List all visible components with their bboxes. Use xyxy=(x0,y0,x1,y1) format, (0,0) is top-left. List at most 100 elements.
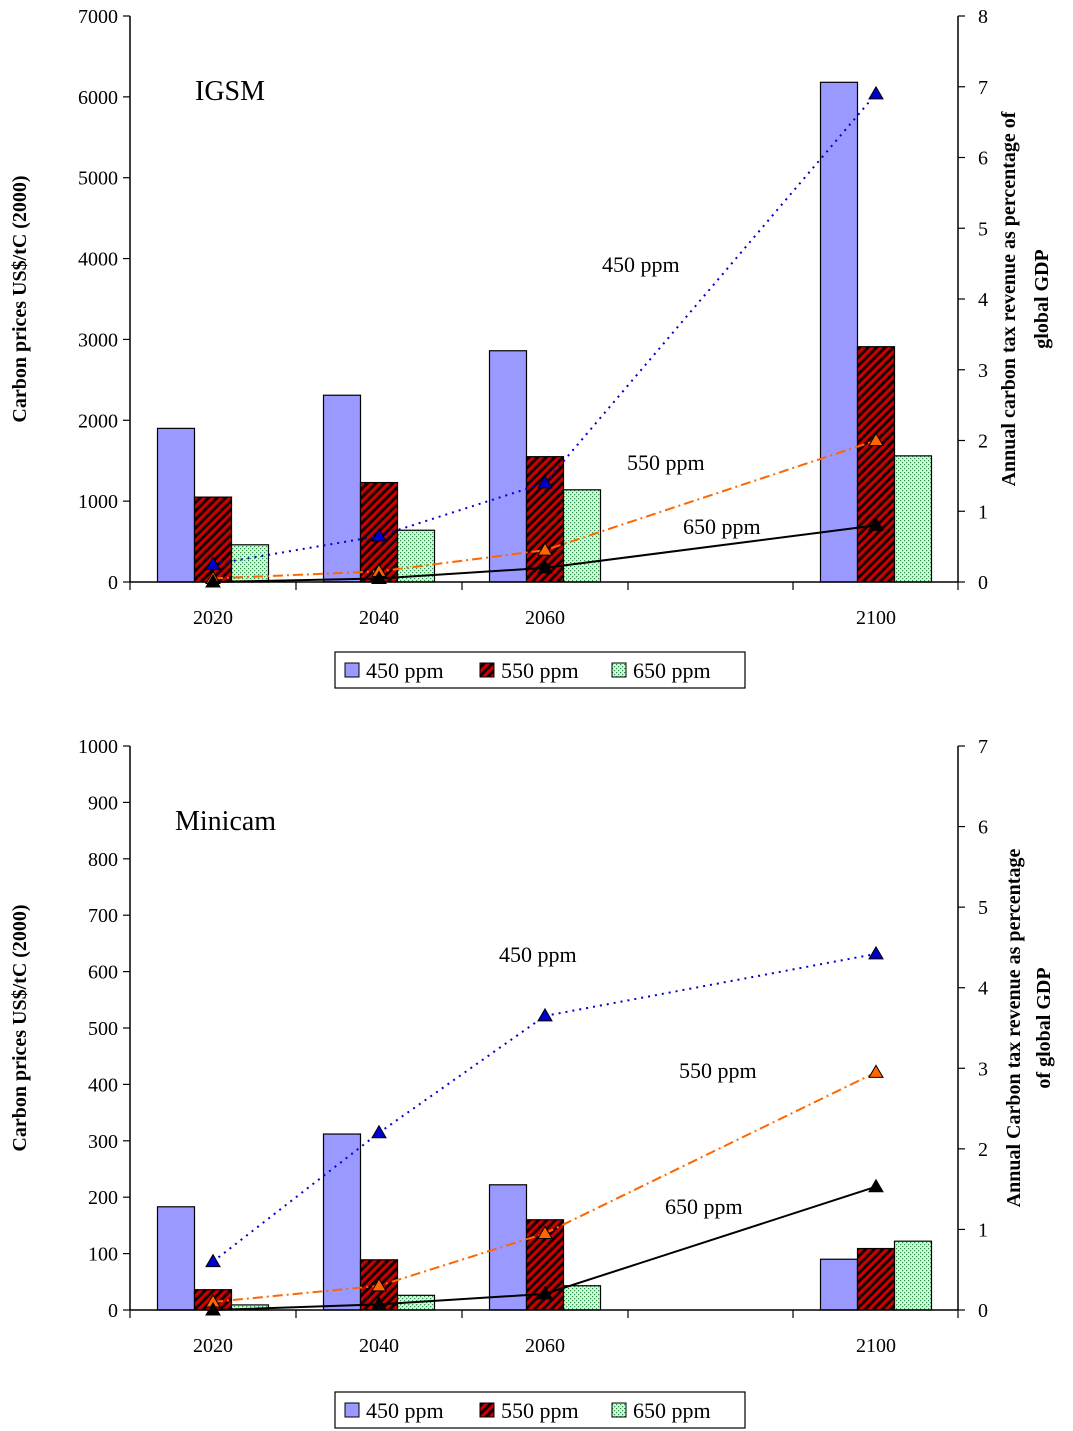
y2-tick-label: 3 xyxy=(978,360,988,382)
line-650-ppm xyxy=(212,1185,877,1311)
bar-450-ppm-2020 xyxy=(156,1206,196,1311)
legend-swatch-650-ppm xyxy=(611,662,627,678)
panel-title: IGSM xyxy=(195,76,265,107)
x-tick-label: 2040 xyxy=(359,1335,399,1357)
y2-tick-label: 0 xyxy=(978,572,988,594)
marker-650-ppm-2040 xyxy=(371,570,387,584)
y-tick-label: 1000 xyxy=(78,491,118,513)
marker-650-ppm-2040 xyxy=(371,1296,387,1310)
y-tick-label: 300 xyxy=(88,1131,118,1153)
line-650-ppm xyxy=(212,524,877,583)
chart-panel-1: 0 1000 2000 3000 4000 5000 6000 7000 0 1 2 3 4 5 6 7 8 20… xyxy=(9,6,1053,689)
y-tick-label: 500 xyxy=(88,1018,118,1040)
y2-tick-label: 6 xyxy=(978,817,988,839)
legend-box xyxy=(334,1391,746,1429)
y2-tick-label: 1 xyxy=(978,1219,988,1241)
marker-450-ppm-2100 xyxy=(868,85,884,100)
bar-650-ppm-2100 xyxy=(893,455,933,583)
x-tick-label: 2100 xyxy=(856,1335,896,1357)
y-tick-label: 900 xyxy=(88,792,118,814)
y-tick-label: 1000 xyxy=(78,736,118,758)
marker-450-ppm-2040 xyxy=(371,528,387,542)
line-annotation: 650 ppm xyxy=(683,514,761,539)
marker-450-ppm-2040 xyxy=(371,1124,387,1139)
legend-label: 650 ppm xyxy=(633,1398,711,1423)
line-annotation: 650 ppm xyxy=(665,1194,743,1219)
legend-swatch-450-ppm xyxy=(344,1402,360,1418)
bar-450-ppm-2100 xyxy=(819,1258,859,1311)
marker-550-ppm-2100 xyxy=(868,1064,884,1078)
marker-550-ppm-2040 xyxy=(371,1277,387,1292)
legend-label: 450 ppm xyxy=(366,1398,444,1423)
marker-650-ppm-2020 xyxy=(205,574,221,588)
marker-550-ppm-2060 xyxy=(537,1225,553,1239)
legend-swatch-550-ppm xyxy=(479,662,495,678)
legend-label: 650 ppm xyxy=(633,658,711,683)
y2-tick-label: 1 xyxy=(978,501,988,523)
bar-650-ppm-2100 xyxy=(893,1240,933,1311)
legend-swatch-450-ppm xyxy=(344,662,360,678)
panel-title: Minicam xyxy=(175,806,276,837)
marker-550-ppm-2060 xyxy=(537,542,553,556)
marker-450-ppm-2100 xyxy=(868,945,884,960)
y2-tick-label: 5 xyxy=(978,218,988,240)
y-tick-label: 100 xyxy=(88,1244,118,1266)
y2-axis-label: of global GDP xyxy=(1033,967,1055,1088)
legend-label: 550 ppm xyxy=(501,658,579,683)
y-axis-label: Carbon prices US$/tC (2000) xyxy=(9,904,31,1151)
line-450-ppm xyxy=(212,93,877,566)
y2-axis-label: Annual Carbon tax revenue as percentage xyxy=(1003,849,1025,1208)
y2-tick-label: 5 xyxy=(978,897,988,919)
bar-450-ppm-2060 xyxy=(488,350,528,583)
legend-swatch-550-ppm xyxy=(479,1402,495,1418)
line-450-ppm xyxy=(212,952,877,1263)
y2-tick-label: 2 xyxy=(978,1139,988,1161)
bar-450-ppm-2060 xyxy=(488,1184,528,1311)
y2-axis-label: global GDP xyxy=(1031,249,1053,348)
marker-650-ppm-2020 xyxy=(205,1302,221,1316)
marker-550-ppm-2100 xyxy=(868,432,884,446)
bar-450-ppm-2020 xyxy=(156,427,196,583)
line-annotation: 550 ppm xyxy=(679,1058,757,1083)
bar-450-ppm-2040 xyxy=(322,394,362,583)
y-tick-label: 6000 xyxy=(78,87,118,109)
x-tick-label: 2040 xyxy=(359,607,399,629)
marker-650-ppm-2060 xyxy=(537,559,553,574)
y2-tick-label: 8 xyxy=(978,6,988,28)
y2-axis-label: Annual carbon tax revenue as percentage … xyxy=(998,111,1020,486)
line-annotation: 450 ppm xyxy=(499,942,577,967)
x-tick-label: 2100 xyxy=(856,607,896,629)
y-tick-label: 2000 xyxy=(78,410,118,432)
marker-650-ppm-2060 xyxy=(537,1285,553,1300)
marker-650-ppm-2100 xyxy=(868,517,884,531)
x-tick-label: 2020 xyxy=(193,607,233,629)
y2-tick-label: 3 xyxy=(978,1058,988,1080)
y-tick-label: 0 xyxy=(108,572,118,594)
y-tick-label: 5000 xyxy=(78,168,118,190)
y-tick-label: 7000 xyxy=(78,6,118,28)
y2-tick-label: 4 xyxy=(978,289,988,311)
legend-label: 550 ppm xyxy=(501,1398,579,1423)
bar-550-ppm-2100 xyxy=(856,1247,896,1311)
marker-450-ppm-2020 xyxy=(205,556,221,570)
y-tick-label: 3000 xyxy=(78,329,118,351)
bar-450-ppm-2100 xyxy=(819,81,859,583)
x-tick-label: 2060 xyxy=(525,1335,565,1357)
y-tick-label: 0 xyxy=(108,1300,118,1322)
x-tick-label: 2060 xyxy=(525,607,565,629)
y2-tick-label: 6 xyxy=(978,148,988,170)
y2-tick-label: 0 xyxy=(978,1300,988,1322)
y-tick-label: 800 xyxy=(88,849,118,871)
y-axis-label: Carbon prices US$/tC (2000) xyxy=(9,175,31,422)
x-tick-label: 2020 xyxy=(193,1335,233,1357)
legend: 450 ppm 550 ppm 650 ppm xyxy=(334,651,746,689)
y2-tick-label: 7 xyxy=(978,736,988,758)
legend-label: 450 ppm xyxy=(366,658,444,683)
marker-450-ppm-2060 xyxy=(537,474,553,489)
y2-tick-label: 4 xyxy=(978,978,988,1000)
y-tick-label: 4000 xyxy=(78,249,118,271)
marker-650-ppm-2100 xyxy=(868,1178,884,1193)
bar-650-ppm-2060 xyxy=(562,1285,602,1311)
bar-550-ppm-2100 xyxy=(856,346,896,583)
